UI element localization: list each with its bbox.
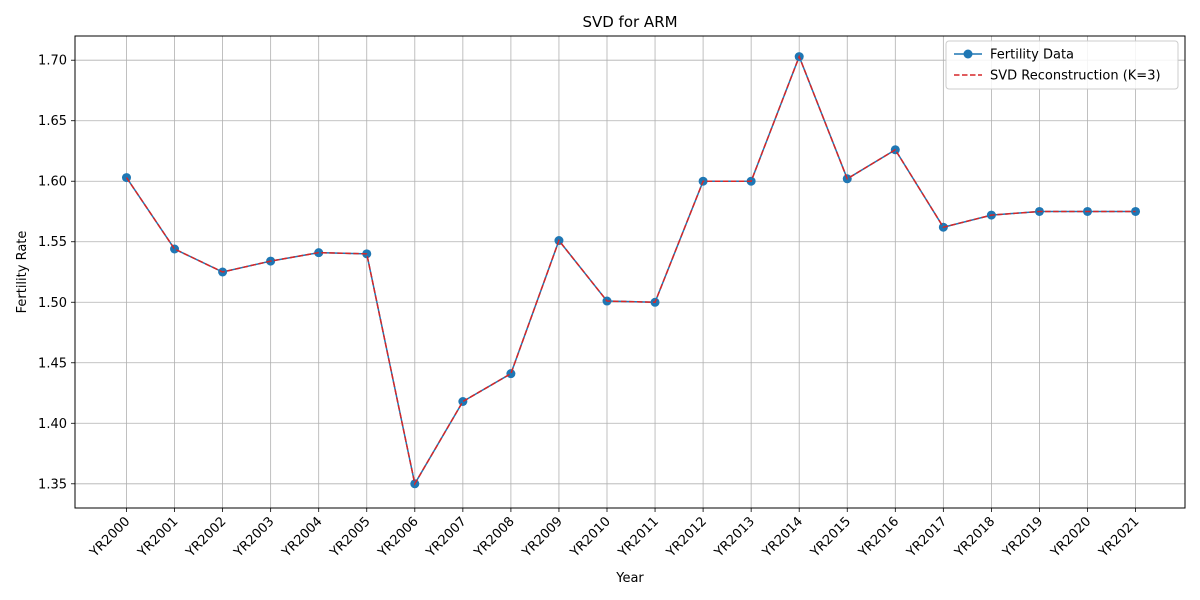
grid <box>75 36 1185 508</box>
legend-marker-fertility-data <box>963 49 973 59</box>
data-point-fertility-data <box>170 244 180 254</box>
y-tick-label: 1.50 <box>38 296 67 311</box>
x-axis-label: Year <box>615 571 644 586</box>
y-tick-label: 1.35 <box>38 477 67 492</box>
legend-box <box>945 40 1179 90</box>
y-tick-label: 1.60 <box>38 175 67 190</box>
legend: Fertility Data SVD Reconstruction (K=3) <box>945 40 1179 90</box>
data-point-fertility-data <box>458 396 468 406</box>
y-tick-label: 1.70 <box>38 54 67 69</box>
y-tick-label: 1.40 <box>38 417 67 432</box>
y-tick-label: 1.45 <box>38 356 67 371</box>
y-tick-label: 1.55 <box>38 235 67 250</box>
series-layer <box>122 52 1141 489</box>
data-point-fertility-data <box>506 369 516 379</box>
plot-frame <box>74 35 1186 509</box>
chart-title: SVD for ARM <box>582 13 677 31</box>
y-axis-label: Fertility Rate <box>15 231 30 314</box>
y-tick-label: 1.65 <box>38 114 67 129</box>
legend-label-svd-reconstruction: SVD Reconstruction (K=3) <box>990 69 1161 84</box>
y-axis-ticks: 1.35 1.40 1.45 1.50 1.55 1.60 1.65 1.70 <box>38 54 75 492</box>
legend-label-fertility-data: Fertility Data <box>990 48 1074 63</box>
series-line-svd-reconstruction <box>125 54 1136 486</box>
